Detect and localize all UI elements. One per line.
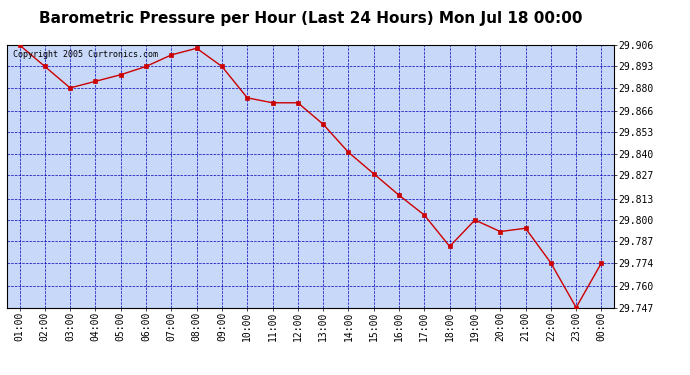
Text: Copyright 2005 Curtronics.com: Copyright 2005 Curtronics.com: [13, 50, 158, 59]
Text: Barometric Pressure per Hour (Last 24 Hours) Mon Jul 18 00:00: Barometric Pressure per Hour (Last 24 Ho…: [39, 11, 582, 26]
